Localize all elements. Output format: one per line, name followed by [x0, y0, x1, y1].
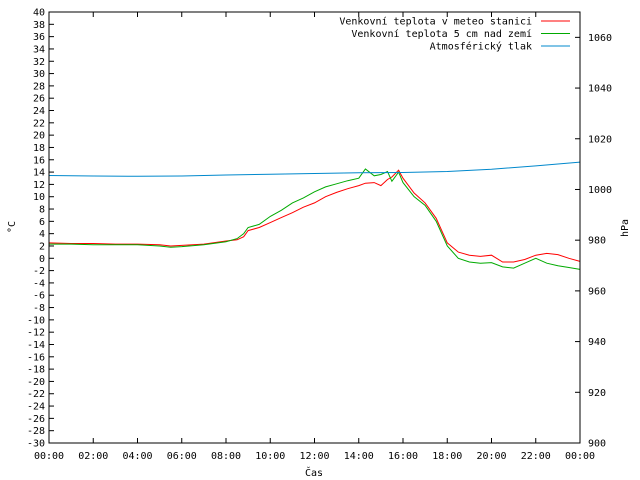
- y-left-tick-label: -2: [33, 266, 45, 277]
- y-left-tick-label: -10: [27, 315, 45, 326]
- y-right-tick-label: 1040: [588, 84, 612, 95]
- y-left-tick-label: -30: [27, 439, 45, 450]
- x-tick-label: 04:00: [122, 451, 152, 462]
- y-left-tick-label: 16: [33, 155, 45, 166]
- y-left-tick-label: 38: [33, 20, 45, 31]
- y-right-tick-label: 1000: [588, 185, 612, 196]
- y-left-tick-label: 32: [33, 57, 45, 68]
- x-tick-label: 16:00: [388, 451, 418, 462]
- y-left-tick-label: -6: [33, 291, 45, 302]
- y-left-tick-label: -28: [27, 426, 45, 437]
- y-left-tick-label: -14: [27, 340, 45, 351]
- y-left-tick-label: 40: [33, 8, 45, 19]
- x-tick-label: 08:00: [211, 451, 241, 462]
- y-left-tick-label: 2: [39, 241, 45, 252]
- y-left-tick-label: -18: [27, 365, 45, 376]
- y-right-tick-label: 1060: [588, 33, 612, 44]
- y-left-tick-label: 20: [33, 131, 45, 142]
- y-left-tick-label: -26: [27, 414, 45, 425]
- x-tick-label: 02:00: [78, 451, 108, 462]
- x-tick-label: 06:00: [167, 451, 197, 462]
- y-axis-right-label: hPa: [620, 219, 631, 237]
- y-left-tick-label: 14: [33, 168, 45, 179]
- y-right-tick-label: 1020: [588, 134, 612, 145]
- y-left-tick-label: -24: [27, 402, 45, 413]
- y-left-tick-label: 8: [39, 205, 45, 216]
- y-left-tick-label: 34: [33, 44, 45, 55]
- y-right-tick-label: 960: [588, 286, 606, 297]
- y-right-tick-label: 940: [588, 337, 606, 348]
- x-axis-label: Čas: [305, 466, 323, 479]
- y-left-tick-label: 18: [33, 143, 45, 154]
- y-left-tick-label: 30: [33, 69, 45, 80]
- y-left-tick-label: 6: [39, 217, 45, 228]
- x-tick-label: 20:00: [476, 451, 506, 462]
- y-left-tick-label: 10: [33, 192, 45, 203]
- x-tick-label: 10:00: [255, 451, 285, 462]
- y-left-tick-label: 28: [33, 81, 45, 92]
- series-line-2: [49, 168, 581, 270]
- y-right-tick-label: 900: [588, 439, 606, 450]
- y-left-tick-label: -8: [33, 303, 45, 314]
- series-line-3: [48, 161, 581, 177]
- x-tick-label: 22:00: [521, 451, 551, 462]
- y-left-tick-label: -16: [27, 352, 45, 363]
- y-left-tick-label: -20: [27, 377, 45, 388]
- series-line-1: [48, 169, 581, 263]
- y-left-tick-label: 0: [39, 254, 45, 265]
- legend-label-2: Venkovní teplota 5 cm nad zemí: [351, 28, 532, 40]
- x-tick-label: 14:00: [344, 451, 374, 462]
- legend: Venkovní teplota v meteo staniciVenkovní…: [339, 16, 570, 53]
- x-tick-label: 12:00: [299, 451, 329, 462]
- y-left-tick-label: -12: [27, 328, 45, 339]
- y-left-tick-label: 12: [33, 180, 45, 191]
- legend-label-1: Venkovní teplota v meteo stanici: [339, 16, 532, 28]
- y-left-tick-label: 26: [33, 94, 45, 105]
- y-left-tick-label: 4: [39, 229, 45, 240]
- y-left-tick-label: -22: [27, 389, 45, 400]
- x-tick-label: 00:00: [34, 451, 64, 462]
- y-left-tick-label: 22: [33, 118, 45, 129]
- y-left-tick-label: 24: [33, 106, 45, 117]
- legend-label-3: Atmosférický tlak: [430, 41, 532, 53]
- y-right-tick-label: 980: [588, 236, 606, 247]
- y-axis-left-label: °C: [7, 221, 18, 233]
- y-left-tick-label: 36: [33, 32, 45, 43]
- y-left-tick-label: -4: [33, 278, 45, 289]
- y-right-tick-label: 920: [588, 388, 606, 399]
- x-tick-label: 00:00: [565, 451, 595, 462]
- x-tick-label: 18:00: [432, 451, 462, 462]
